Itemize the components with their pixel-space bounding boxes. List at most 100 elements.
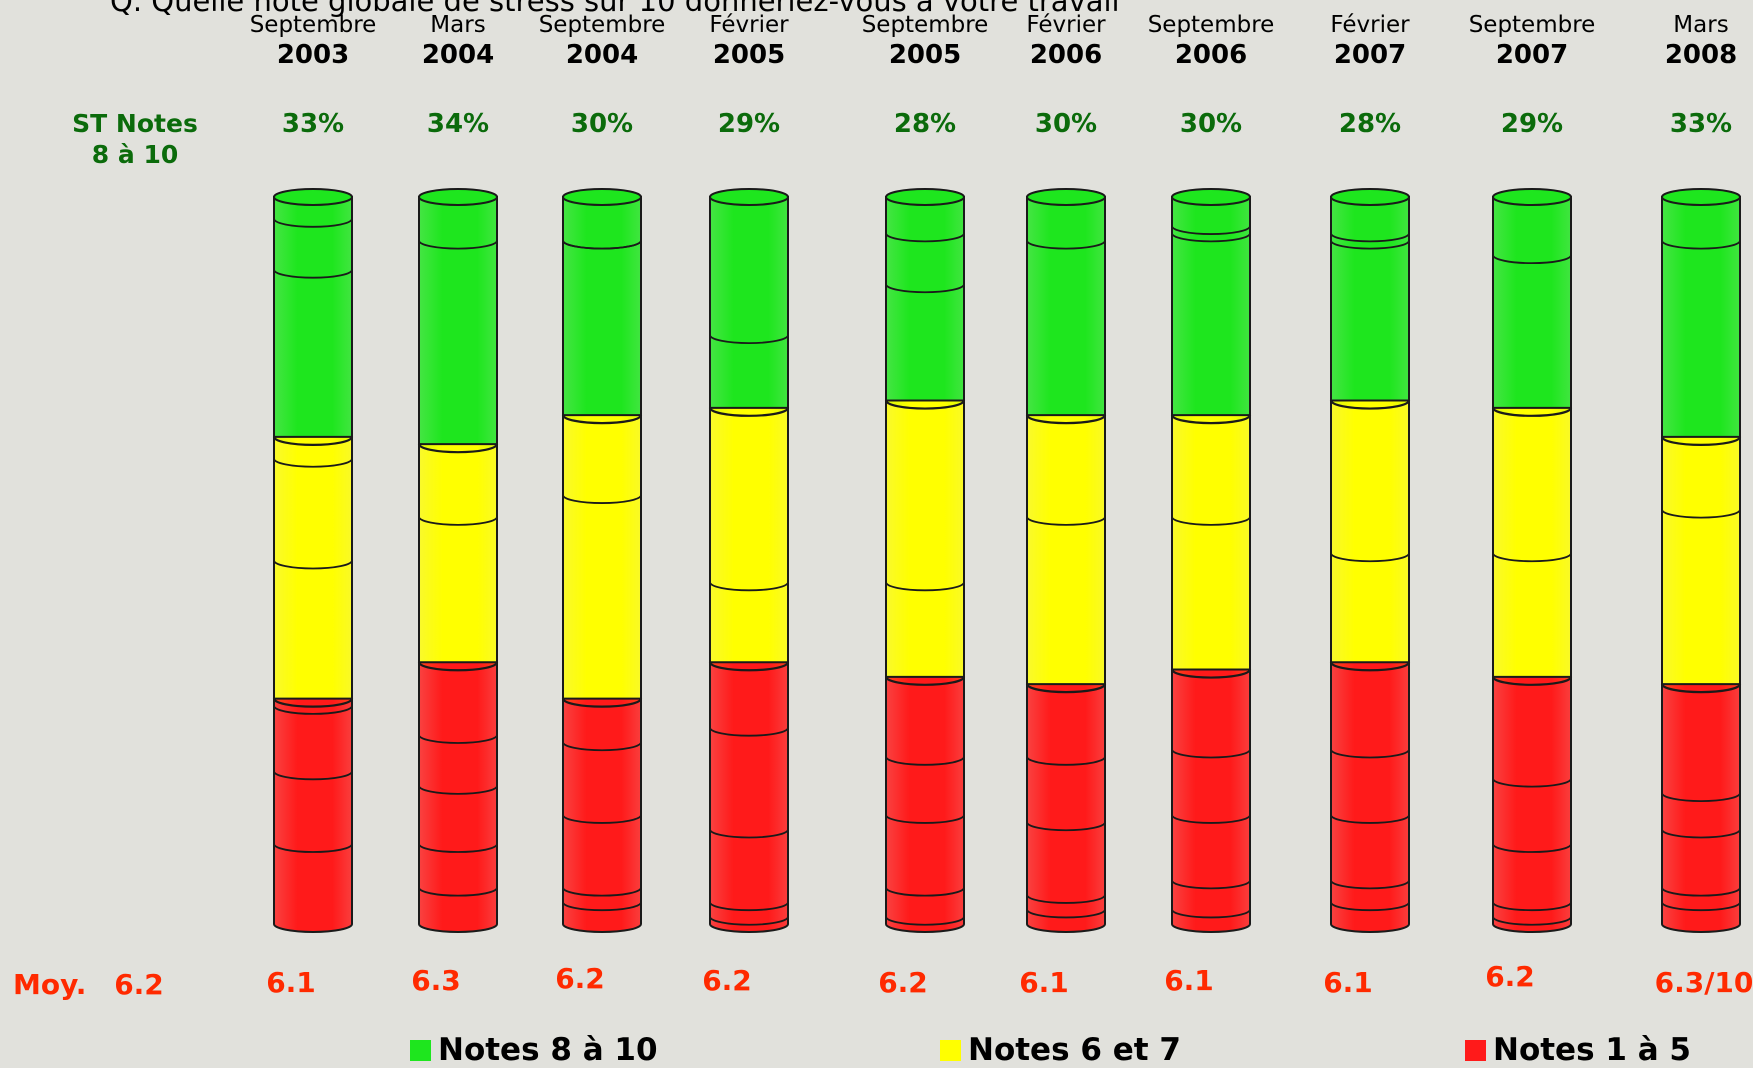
st-percentage-8: 29% bbox=[1500, 109, 1564, 139]
bar-segment-2-0 bbox=[273, 697, 353, 933]
bar-ring-9-2-0 bbox=[1661, 792, 1741, 803]
bar-segment-2-4 bbox=[885, 675, 965, 933]
bar-top-cap-9 bbox=[1661, 188, 1741, 206]
bar-boundary-5-0 bbox=[1025, 414, 1107, 425]
st-percentage-6: 30% bbox=[1179, 109, 1243, 139]
column-month-1: Mars bbox=[430, 12, 486, 38]
column-year-5: 2006 bbox=[1029, 40, 1103, 70]
bar-boundary-0-1 bbox=[272, 698, 354, 708]
st-percentage-2: 30% bbox=[570, 109, 634, 139]
bar-segment-1-1 bbox=[418, 443, 498, 672]
bar-ring-5-0-0 bbox=[1026, 240, 1106, 250]
bar-ring-8-0-0 bbox=[1492, 254, 1572, 265]
moy-label: Moy. bbox=[13, 968, 87, 1001]
column-month-5: Février bbox=[1026, 12, 1106, 38]
bar-segment-0-9 bbox=[1661, 196, 1741, 446]
bar-ring-7-2-0 bbox=[1330, 749, 1410, 759]
column-month-3: Février bbox=[709, 12, 789, 38]
st-notes-label: ST Notes 8 à 10 bbox=[40, 108, 230, 170]
column-month-4: Septembre bbox=[861, 12, 989, 38]
legend-swatch-0 bbox=[410, 1039, 431, 1061]
bar-ring-4-2-0 bbox=[885, 756, 965, 766]
bar-segment-2-2 bbox=[562, 697, 642, 933]
bar-ring-7-0-0 bbox=[1330, 240, 1410, 250]
bar-ring-4-2-1 bbox=[885, 814, 965, 824]
bar-boundary-0-0 bbox=[272, 436, 354, 447]
bar-ring-0-1-1 bbox=[273, 458, 353, 468]
bar-ring-5-2-1 bbox=[1026, 821, 1106, 832]
question-title: Q. Quelle note globale de stress sur 10 … bbox=[110, 0, 1120, 18]
bar-segment-2-6 bbox=[1171, 668, 1251, 933]
column-month-6: Septembre bbox=[1147, 12, 1275, 38]
bar-ring-0-2-0 bbox=[273, 705, 353, 715]
bar-segment-1-5 bbox=[1026, 414, 1106, 694]
bar-ring-8-2-1 bbox=[1492, 843, 1572, 853]
bar-boundary-4-0 bbox=[884, 400, 966, 410]
column-year-0: 2003 bbox=[276, 40, 350, 70]
bar-boundary-4-1 bbox=[884, 676, 966, 686]
bar-top-cap-5 bbox=[1026, 188, 1106, 206]
bar-ring-5-2-2 bbox=[1026, 894, 1106, 904]
bar-ring-6-2-3 bbox=[1171, 909, 1251, 919]
bar-ring-7-2-1 bbox=[1330, 814, 1410, 824]
bar-ring-7-2-2 bbox=[1330, 880, 1410, 890]
bar-top-cap-0 bbox=[273, 188, 353, 206]
bar-segment-1-4 bbox=[885, 399, 965, 686]
bar-ring-2-0-1 bbox=[562, 240, 642, 250]
bar-ring-4-2-2 bbox=[885, 887, 965, 897]
legend-label-2: Notes 1 à 5 bbox=[1493, 1032, 1691, 1068]
bar-boundary-2-1 bbox=[561, 698, 643, 708]
bar-boundary-6-1 bbox=[1170, 669, 1252, 679]
mean-value-3: 6.2 bbox=[702, 964, 752, 997]
column-label-6: Septembre 2006 bbox=[1121, 12, 1301, 70]
moy-overall-value: 6.2 bbox=[114, 968, 164, 1001]
bar-boundary-8-1 bbox=[1491, 676, 1573, 686]
bar-ring-2-1-0 bbox=[562, 494, 642, 504]
legend-item-2: Notes 1 à 5 bbox=[1465, 1032, 1691, 1068]
legend-swatch-1 bbox=[940, 1039, 961, 1061]
bar-ring-4-1-0 bbox=[885, 582, 965, 592]
bar-segment-2-3 bbox=[709, 661, 789, 933]
bar-ring-1-1-0 bbox=[418, 516, 498, 526]
legend-item-1: Notes 6 et 7 bbox=[940, 1032, 1181, 1068]
column-label-7: Février 2007 bbox=[1280, 12, 1460, 70]
bar-ring-2-2-2 bbox=[562, 887, 642, 897]
mean-value-6: 6.1 bbox=[1164, 964, 1214, 997]
bar-segment-2-1 bbox=[418, 661, 498, 933]
legend-swatch-2 bbox=[1465, 1039, 1486, 1061]
column-label-0: Septembre 2003 bbox=[223, 12, 403, 70]
bar-segment-1-8 bbox=[1492, 406, 1572, 686]
st-percentage-3: 29% bbox=[717, 109, 781, 139]
bar-top-cap-8 bbox=[1492, 188, 1572, 206]
bar-ring-7-0-1 bbox=[1330, 233, 1410, 243]
bar-ring-7-2-3 bbox=[1330, 901, 1410, 912]
st-percentage-4: 28% bbox=[893, 109, 957, 139]
column-year-7: 2007 bbox=[1333, 40, 1407, 70]
bar-ring-8-1-0 bbox=[1492, 552, 1572, 563]
bar-segment-2-8 bbox=[1492, 675, 1572, 933]
bar-top-cap-7 bbox=[1330, 188, 1410, 206]
bar-boundary-6-0 bbox=[1170, 414, 1252, 425]
bar-boundary-7-1 bbox=[1329, 661, 1411, 672]
bar-ring-8-2-2 bbox=[1492, 901, 1572, 912]
st-percentage-9: 33% bbox=[1669, 109, 1733, 139]
bar-ring-6-2-1 bbox=[1171, 814, 1251, 824]
column-month-0: Septembre bbox=[249, 12, 377, 38]
bar-ring-9-2-1 bbox=[1661, 829, 1741, 839]
column-label-5: Février 2006 bbox=[976, 12, 1156, 70]
bar-ring-1-2-3 bbox=[418, 887, 498, 897]
bar-ring-8-2-0 bbox=[1492, 778, 1572, 788]
bar-ring-6-2-2 bbox=[1171, 880, 1251, 890]
st-notes-label-line1: ST Notes bbox=[72, 109, 198, 138]
bar-top-cap-4 bbox=[885, 188, 965, 206]
bar-segment-0-4 bbox=[885, 196, 965, 410]
bar-segment-0-2 bbox=[562, 196, 642, 425]
column-year-3: 2005 bbox=[712, 40, 786, 70]
column-label-2: Septembre 2004 bbox=[512, 12, 692, 70]
column-month-7: Février bbox=[1330, 12, 1410, 38]
st-notes-label-line2: 8 à 10 bbox=[91, 140, 179, 169]
bar-ring-6-1-0 bbox=[1171, 516, 1251, 526]
bar-segment-1-7 bbox=[1330, 399, 1410, 672]
